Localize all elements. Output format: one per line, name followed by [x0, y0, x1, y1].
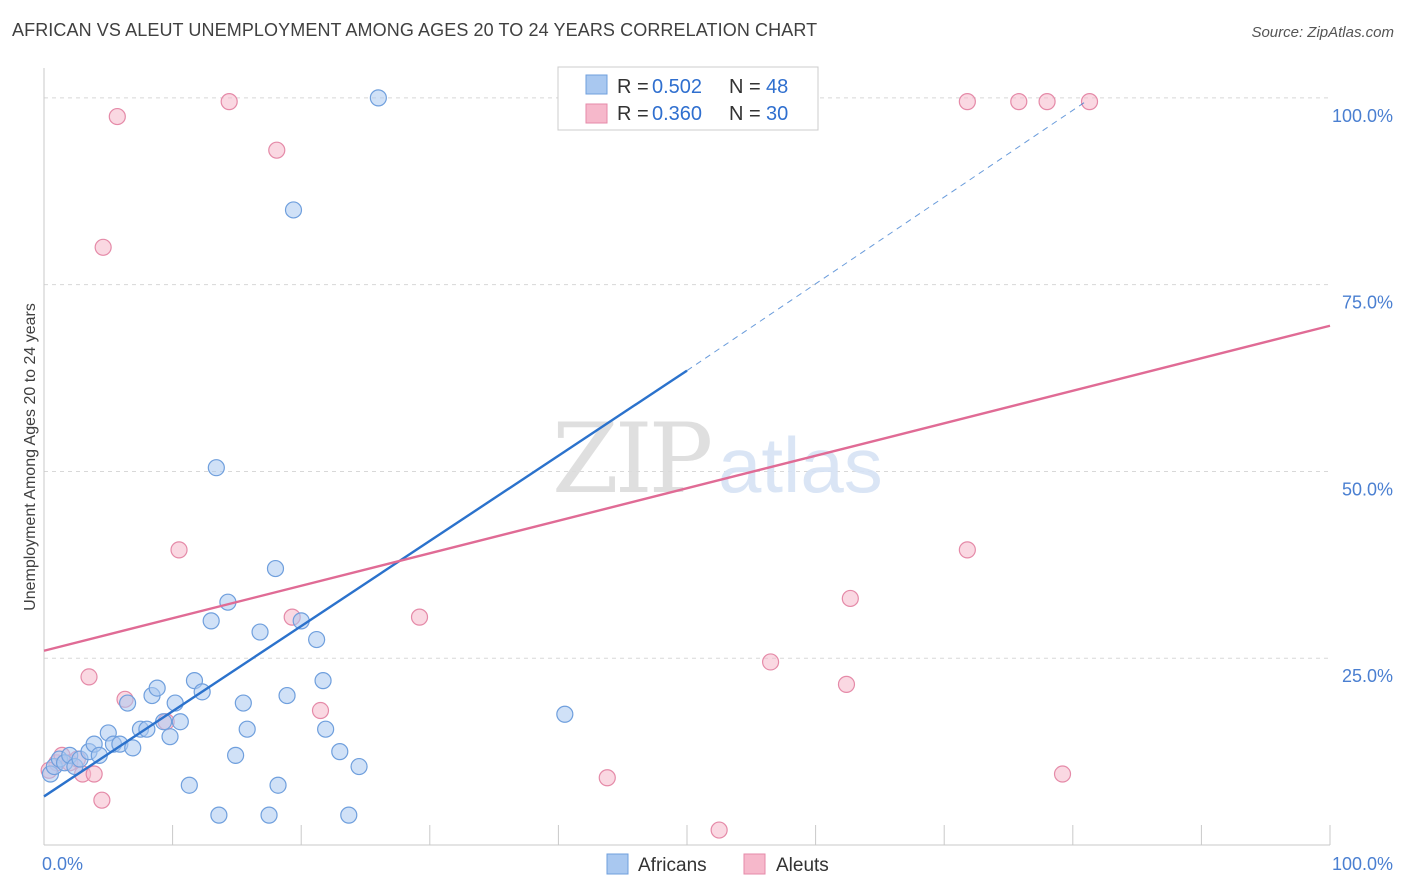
legend-n-label-africans: N = [729, 76, 761, 98]
legend-n-value-africans: 48 [766, 76, 788, 98]
aleuts-point-22 [841, 589, 859, 608]
aleuts-point-8 [94, 238, 112, 256]
africans-point-31 [238, 720, 256, 738]
legend-n-label-aleuts: N = [729, 103, 761, 125]
aleuts-point-20 [761, 653, 780, 671]
africans-point-47 [556, 705, 574, 723]
africans-points [41, 89, 574, 824]
africans-point-45 [350, 757, 368, 776]
aleuts-point-13 [220, 93, 238, 111]
africans-point-18 [148, 679, 166, 697]
aleuts-point-25 [1010, 93, 1028, 111]
trend-lines [43, 101, 1331, 798]
aleuts-point-12 [170, 541, 188, 559]
legend-r-value-africans: 0.502 [652, 76, 702, 98]
aleuts-point-7 [93, 791, 111, 809]
watermark: ZIP atlas [552, 403, 883, 515]
watermark-zip: ZIP [552, 403, 711, 515]
aleuts-point-21 [837, 675, 856, 693]
bottom-legend-swatch-aleuts [743, 853, 766, 875]
x-tick-label-max: 100.0% [1332, 854, 1393, 874]
bottom-legend-label-aleuts: Aleuts [776, 855, 829, 876]
africans-point-34 [260, 806, 278, 824]
africans-point-44 [340, 806, 358, 824]
aleuts-point-28 [1080, 93, 1099, 111]
y-tick-label-3: 100.0% [1332, 106, 1393, 126]
bottom-legend-label-africans: Africans [638, 855, 707, 876]
africans-point-26 [202, 612, 220, 630]
africans-point-46 [369, 89, 387, 107]
aleuts-point-18 [598, 769, 616, 787]
legend: R = 0.502 N = 48 R = 0.360 N = 30 [557, 66, 819, 131]
aleuts-point-16 [311, 701, 330, 720]
africans-point-33 [251, 623, 269, 641]
y-tick-label-2: 75.0% [1342, 293, 1393, 313]
source-label: Source: ZipAtlas.com [1251, 24, 1394, 41]
grid-lines [44, 97, 1330, 659]
aleuts-point-17 [410, 608, 429, 626]
africans-point-28 [210, 806, 228, 824]
africans-point-14 [124, 739, 142, 757]
aleuts-point-5 [80, 668, 98, 686]
africans-point-13 [118, 694, 137, 712]
africans-point-38 [284, 201, 303, 219]
aleuts-point-26 [1038, 93, 1056, 111]
y-axis-label: Unemployment Among Ages 20 to 24 years [22, 303, 39, 611]
africans-point-43 [331, 743, 349, 761]
legend-r-label-africans: R = [617, 76, 649, 98]
y-tick-label-1: 50.0% [1342, 479, 1393, 499]
legend-swatch-aleuts [585, 103, 608, 124]
trend-line-africans-extension [686, 101, 1086, 371]
aleuts-point-27 [1053, 765, 1072, 783]
africans-point-42 [317, 720, 335, 738]
aleuts-point-23 [958, 93, 976, 111]
bottom-legend-swatch-africans [606, 853, 629, 875]
aleuts-point-6 [85, 765, 103, 783]
africans-point-20 [161, 728, 179, 746]
watermark-atlas: atlas [718, 421, 883, 509]
legend-n-value-aleuts: 30 [766, 103, 788, 125]
trend-line-africans [43, 369, 688, 798]
africans-point-22 [171, 713, 189, 731]
africans-point-32 [234, 694, 252, 712]
y-tick-label-0: 25.0% [1342, 666, 1393, 686]
legend-swatch-africans [585, 74, 608, 95]
africans-point-36 [269, 776, 287, 794]
africans-point-27 [207, 459, 225, 477]
x-tick-marks [172, 825, 1331, 845]
chart-title: AFRICAN VS ALEUT UNEMPLOYMENT AMONG AGES… [12, 20, 818, 40]
aleuts-point-19 [710, 821, 728, 839]
y-tick-labels: 25.0% 50.0% 75.0% 100.0% [1332, 106, 1393, 686]
bottom-legend: Africans Aleuts [606, 853, 829, 876]
africans-point-41 [314, 672, 332, 690]
legend-r-value-aleuts: 0.360 [652, 103, 702, 125]
trend-line-aleuts [43, 324, 1331, 652]
aleuts-point-24 [958, 541, 976, 559]
africans-point-35 [266, 559, 285, 578]
africans-point-30 [227, 746, 245, 764]
africans-point-40 [308, 630, 326, 649]
aleuts-point-14 [268, 141, 286, 159]
x-tick-label-min: 0.0% [42, 854, 83, 874]
legend-r-label-aleuts: R = [617, 103, 649, 125]
africans-point-37 [278, 686, 296, 705]
africans-point-23 [180, 776, 198, 794]
aleuts-point-9 [108, 107, 126, 126]
